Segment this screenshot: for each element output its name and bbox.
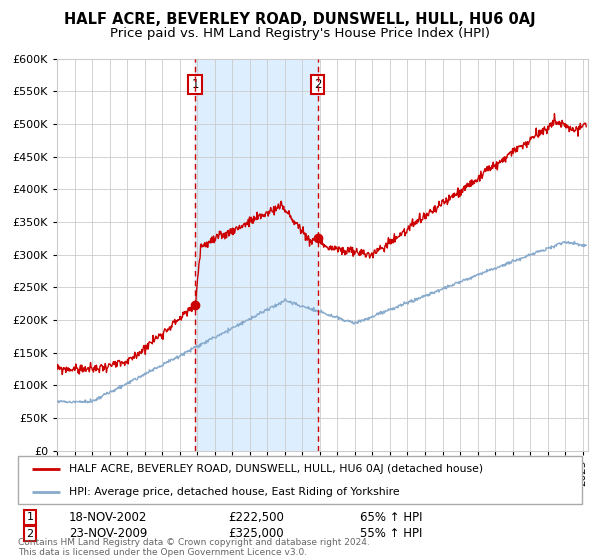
Text: 2: 2: [314, 78, 322, 91]
Bar: [195, 59, 318, 451]
Text: 65% ↑ HPI: 65% ↑ HPI: [360, 511, 422, 524]
Text: £325,000: £325,000: [228, 527, 284, 540]
Text: 2: 2: [26, 529, 34, 539]
Text: HPI: Average price, detached house, East Riding of Yorkshire: HPI: Average price, detached house, East…: [69, 487, 400, 497]
Text: Contains HM Land Registry data © Crown copyright and database right 2024.
This d: Contains HM Land Registry data © Crown c…: [18, 538, 370, 557]
Text: 1: 1: [26, 512, 34, 522]
Text: 1: 1: [191, 78, 199, 91]
Text: 55% ↑ HPI: 55% ↑ HPI: [360, 527, 422, 540]
Text: 18-NOV-2002: 18-NOV-2002: [69, 511, 148, 524]
Text: £222,500: £222,500: [228, 511, 284, 524]
Text: HALF ACRE, BEVERLEY ROAD, DUNSWELL, HULL, HU6 0AJ: HALF ACRE, BEVERLEY ROAD, DUNSWELL, HULL…: [64, 12, 536, 27]
Text: 23-NOV-2009: 23-NOV-2009: [69, 527, 148, 540]
FancyBboxPatch shape: [18, 456, 582, 504]
Text: Price paid vs. HM Land Registry's House Price Index (HPI): Price paid vs. HM Land Registry's House …: [110, 27, 490, 40]
Text: HALF ACRE, BEVERLEY ROAD, DUNSWELL, HULL, HU6 0AJ (detached house): HALF ACRE, BEVERLEY ROAD, DUNSWELL, HULL…: [69, 464, 483, 474]
